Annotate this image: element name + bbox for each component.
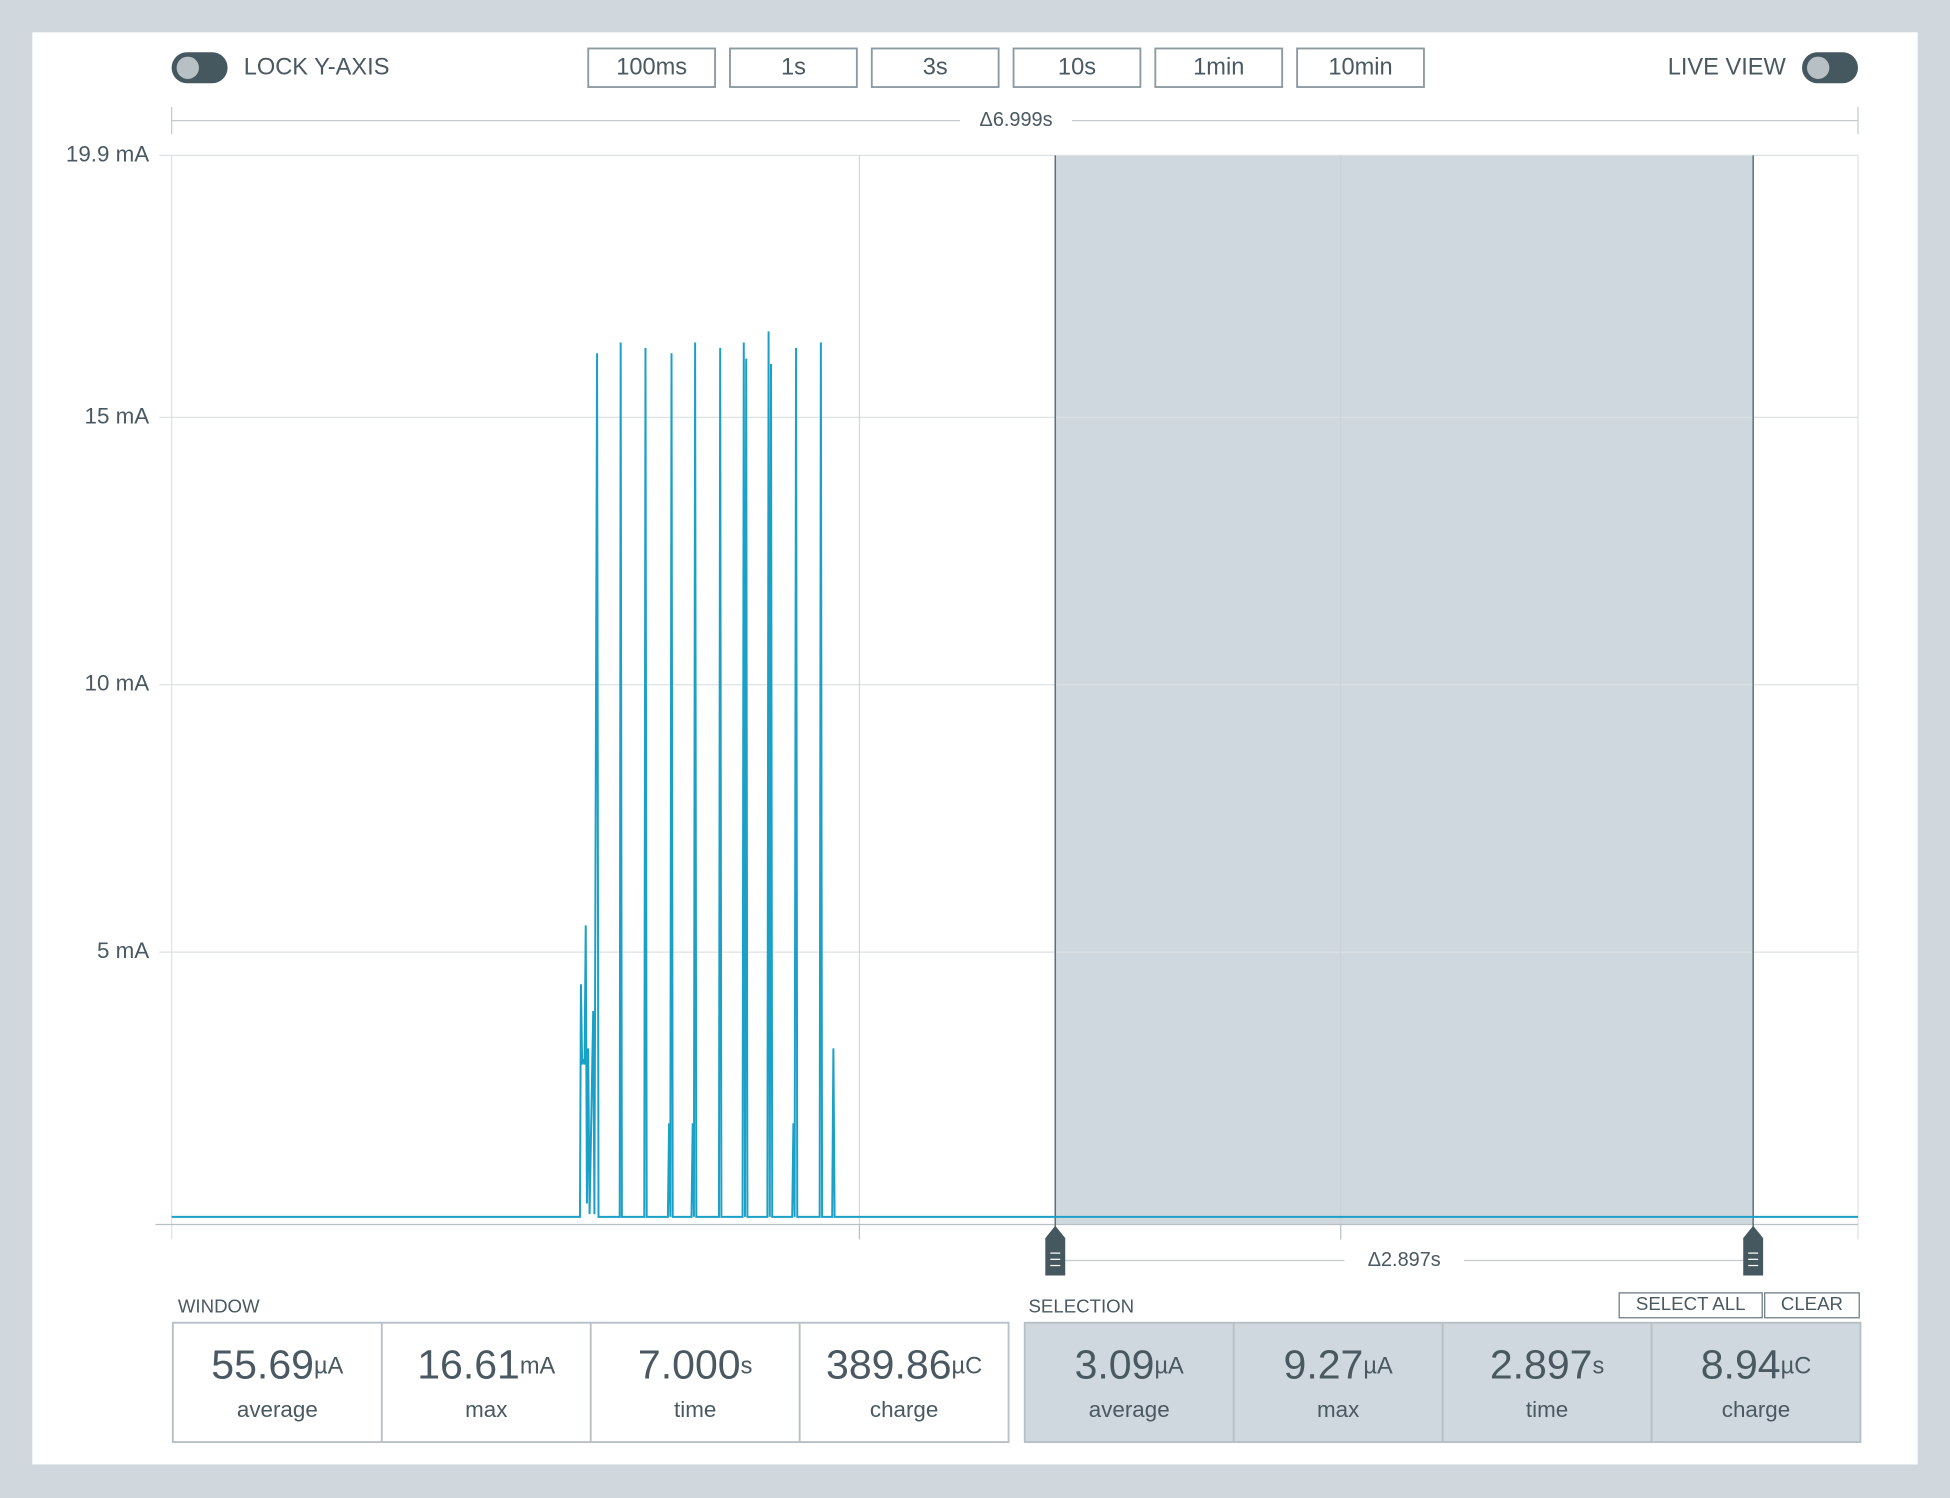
y-tick-label: 10 mA <box>85 671 150 696</box>
stat-unit: µA <box>1363 1354 1393 1380</box>
stat-unit: µC <box>1781 1354 1812 1380</box>
stat-unit: s <box>741 1354 753 1380</box>
stat-number: 389.86 <box>826 1341 951 1387</box>
select-all-button[interactable] <box>1618 1292 1763 1319</box>
stat-unit: s <box>1592 1354 1604 1380</box>
selection-delta: Δ2.897s <box>1368 1249 1441 1271</box>
stat-label: charge <box>870 1397 938 1422</box>
time-button-label: 100ms <box>616 55 687 81</box>
bracket-label-bg <box>1344 1246 1464 1275</box>
stat-value: 55.69µA <box>211 1341 343 1387</box>
clear-button[interactable] <box>1764 1292 1860 1319</box>
live-label: LIVE VIEW <box>1668 55 1787 81</box>
stat-number: 9.27 <box>1284 1341 1364 1387</box>
selection-title: SELECTION <box>1028 1296 1134 1317</box>
stat-value: 9.27µA <box>1284 1341 1393 1387</box>
selection-area <box>1055 155 1754 1225</box>
stat-unit: µA <box>314 1354 344 1380</box>
stat-value: 16.61mA <box>417 1341 555 1387</box>
live-toggle[interactable] <box>1802 52 1858 84</box>
lock-label: LOCK Y-AXIS <box>244 55 390 81</box>
time-button-label: 10s <box>1058 55 1096 81</box>
selection-handle[interactable] <box>1045 1225 1066 1276</box>
stat-unit: µC <box>952 1354 983 1380</box>
stat-value: 7.000s <box>638 1341 752 1387</box>
toggle-knob <box>176 56 199 79</box>
stat-label: max <box>1317 1397 1359 1422</box>
stat-label: charge <box>1722 1397 1790 1422</box>
time-button[interactable] <box>729 47 858 88</box>
time-button[interactable] <box>1012 47 1142 88</box>
y-tick-label: 5 mA <box>97 938 149 963</box>
time-button-label: 10min <box>1328 55 1392 81</box>
time-button-label: 3s <box>923 55 948 81</box>
stat-value: 2.897s <box>1490 1341 1604 1387</box>
time-button[interactable] <box>870 47 1000 88</box>
stat-unit: mA <box>520 1354 556 1380</box>
time-button-label: 1s <box>781 55 806 81</box>
stat-number: 55.69 <box>211 1341 314 1387</box>
stat-label: time <box>1526 1397 1568 1422</box>
selection-handle[interactable] <box>1743 1225 1764 1276</box>
stat-number: 3.09 <box>1075 1341 1155 1387</box>
time-button-label: 1min <box>1193 55 1244 81</box>
stat-number: 7.000 <box>638 1341 741 1387</box>
lock-toggle[interactable] <box>171 52 228 84</box>
y-tick-label: 19.9 mA <box>66 141 149 166</box>
stat-value: 8.94µC <box>1701 1341 1812 1387</box>
time-button[interactable] <box>1296 47 1425 88</box>
stat-label: average <box>1089 1397 1170 1422</box>
select-all-label: SELECT ALL <box>1636 1293 1746 1314</box>
stat-unit: µA <box>1154 1354 1184 1380</box>
window-delta: Δ6.999s <box>980 109 1053 131</box>
stat-value: 3.09µA <box>1075 1341 1184 1387</box>
window-title: WINDOW <box>178 1296 260 1317</box>
stat-value: 389.86µC <box>826 1341 982 1387</box>
stat-label: time <box>674 1397 716 1422</box>
time-button[interactable] <box>587 47 717 88</box>
time-button[interactable] <box>1154 47 1284 88</box>
stat-label: average <box>237 1397 318 1422</box>
y-tick-label: 15 mA <box>85 403 150 428</box>
stat-number: 8.94 <box>1701 1341 1781 1387</box>
toggle-knob <box>1806 56 1830 79</box>
stat-number: 2.897 <box>1490 1341 1593 1387</box>
clear-label: CLEAR <box>1781 1293 1843 1314</box>
stat-label: max <box>465 1397 507 1422</box>
bracket-label-bg <box>960 106 1073 135</box>
stat-number: 16.61 <box>417 1341 520 1387</box>
